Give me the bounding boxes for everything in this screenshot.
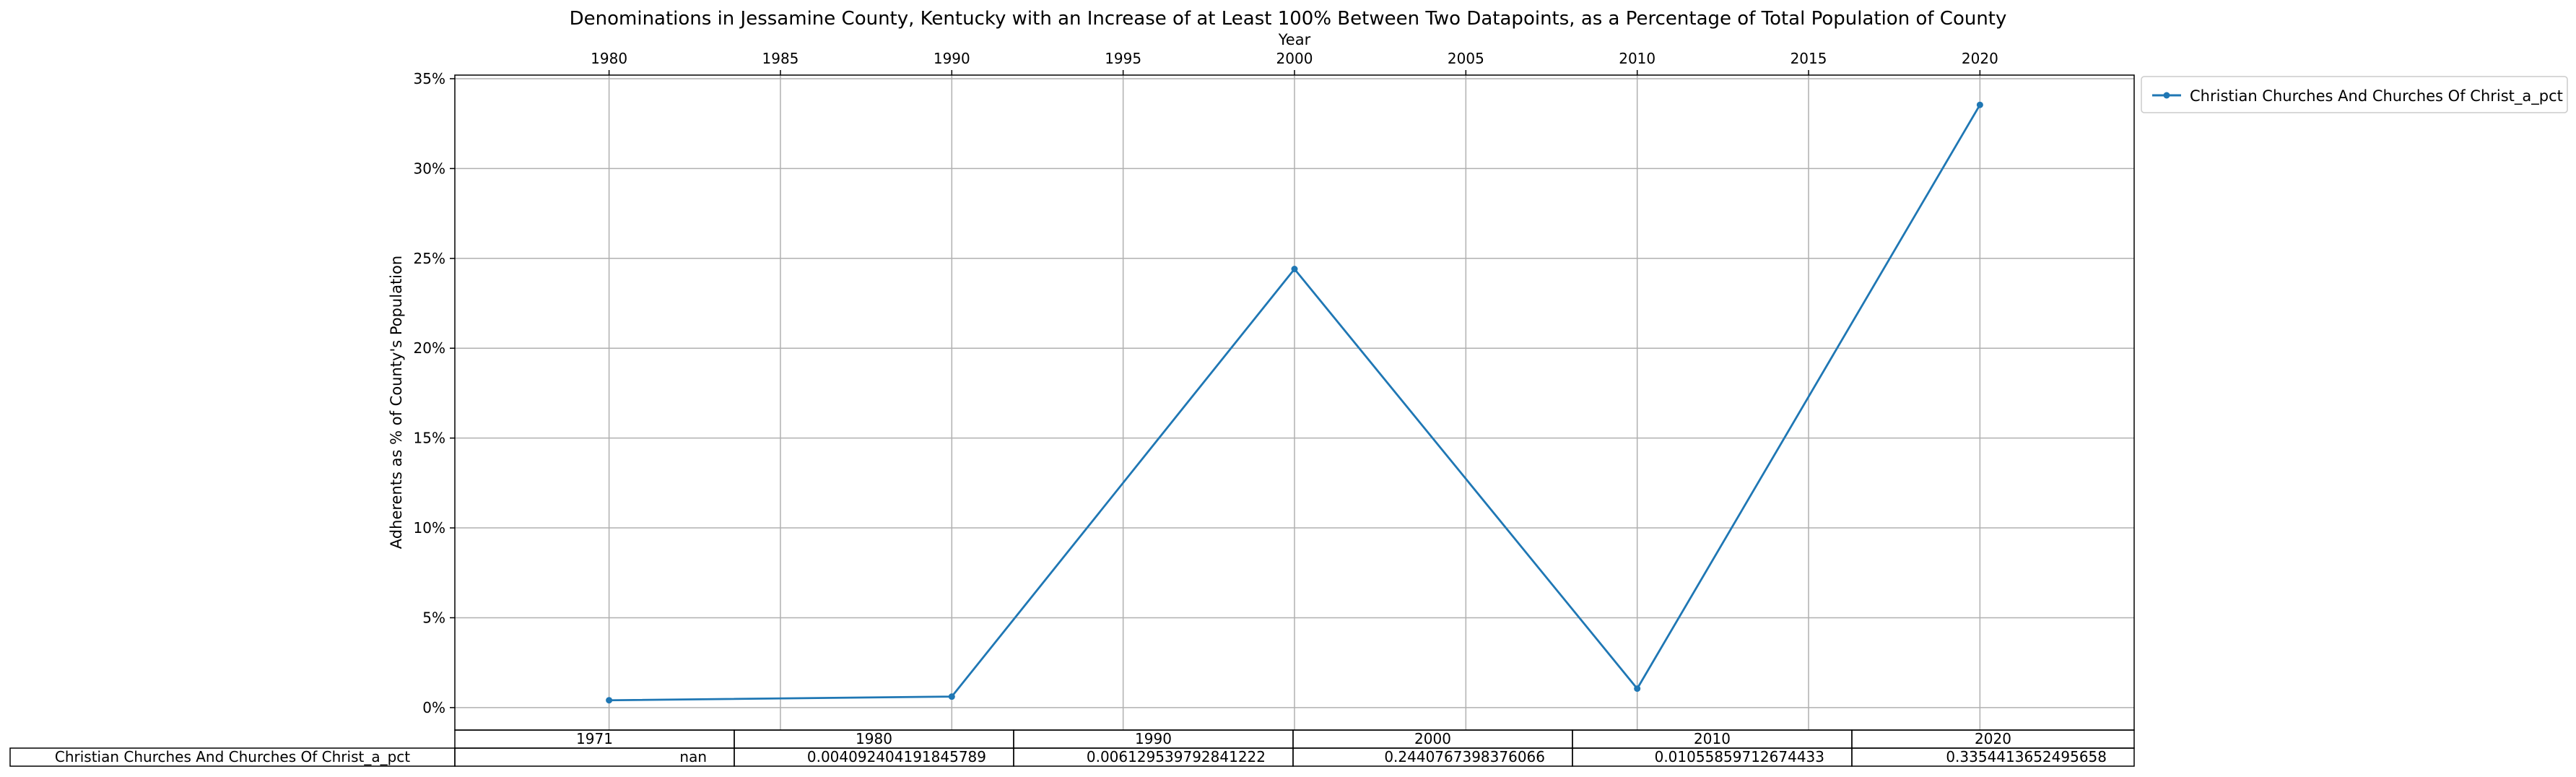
table-cell-value: 0.2440767398376066	[1384, 748, 1545, 765]
table-row-label: Christian Churches And Churches Of Chris…	[55, 748, 410, 765]
table-cell	[1851, 747, 2135, 767]
legend: Christian Churches And Churches Of Chris…	[2141, 76, 2568, 113]
legend-box	[2141, 76, 2568, 113]
y-tick-label: 10%	[414, 519, 445, 537]
x-tick-label: 2010	[1619, 50, 1655, 67]
x-tick-label: 2005	[1448, 50, 1484, 67]
chart-title: Denominations in Jessamine County, Kentu…	[570, 8, 2007, 30]
x-tick-label: 2015	[1790, 50, 1827, 67]
table-cell-value: 0.3354413652495658	[1946, 748, 2107, 765]
table-column-header: 1980	[856, 730, 892, 747]
x-tick-label: 2000	[1276, 50, 1313, 67]
y-axis-label: Adherents as % of County's Population	[388, 256, 405, 549]
table-column-header: 2020	[1975, 730, 2011, 747]
x-tick-label: 1995	[1105, 50, 1141, 67]
x-tick-label: 1990	[934, 50, 970, 67]
series-layer	[606, 101, 1983, 704]
table-column-header: 2000	[1414, 730, 1451, 747]
data-point	[1291, 266, 1298, 273]
table-cell-value: 0.006129539792841222	[1087, 748, 1266, 765]
x-tick-label: 2020	[1962, 50, 1998, 67]
y-tick-label: 35%	[414, 70, 445, 87]
y-tick-label: 30%	[414, 160, 445, 177]
grid-lines	[455, 75, 2134, 730]
data-point	[1634, 685, 1641, 693]
legend-marker-swatch	[2163, 92, 2170, 99]
y-tick-label: 20%	[414, 339, 445, 357]
table-column-header: 1971	[576, 730, 613, 747]
table-cell-value: nan	[679, 748, 707, 765]
legend-entry-label: Christian Churches And Churches Of Chris…	[2190, 87, 2563, 105]
table-column-header: 2010	[1694, 730, 1731, 747]
data-point	[606, 697, 613, 704]
x-tick-label: 1980	[591, 50, 627, 67]
y-tick-label: 0%	[422, 699, 445, 716]
table-column-header: 1990	[1135, 730, 1172, 747]
y-tick-label: 15%	[414, 430, 445, 447]
data-point	[948, 693, 955, 700]
x-tick-label: 1985	[762, 50, 799, 67]
y-tick-label: 25%	[414, 250, 445, 267]
axis-ticks: 1980 1985 1990 1995 2000 2005 2010 2015 2020 0% 5%…	[414, 50, 1998, 716]
data-point	[1976, 101, 1983, 108]
data-table: 1971 1980 1990 2000 2010 2020 Christian Church…	[9, 729, 2135, 767]
table-cell-value: 0.004092404191845789	[807, 748, 986, 765]
x-axis-label: Year	[1278, 31, 1311, 48]
table-cell-value: 0.010558597126744​33	[1655, 748, 1824, 765]
y-tick-label: 5%	[422, 609, 445, 626]
